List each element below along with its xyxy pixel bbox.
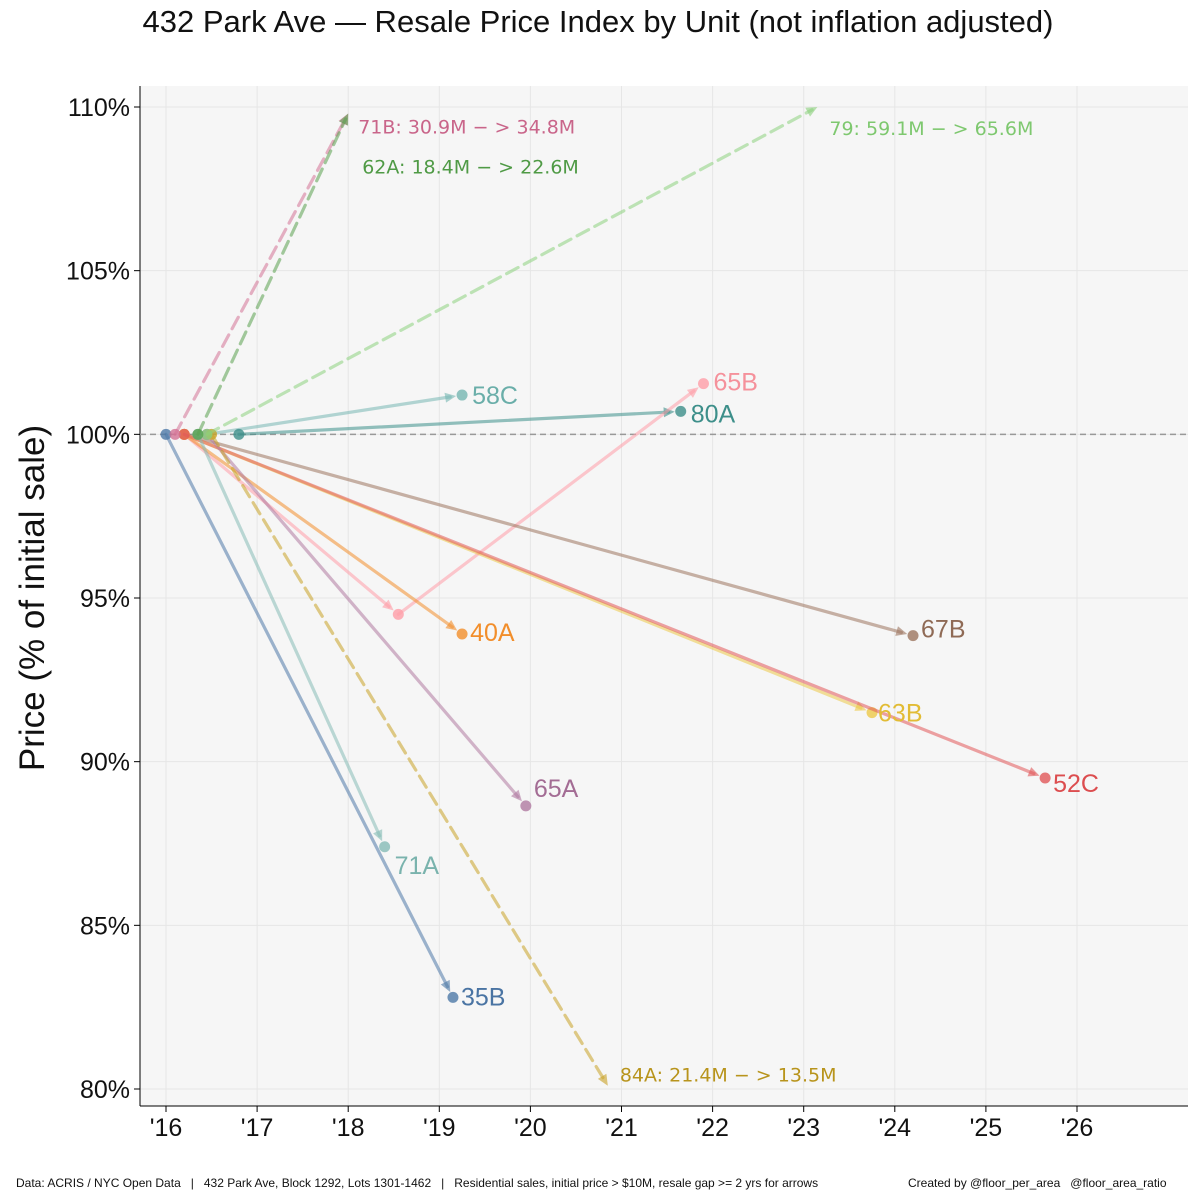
y-tick-label: 85%: [80, 912, 130, 940]
x-tick-label: '22: [696, 1114, 729, 1142]
series-segment: [205, 108, 814, 436]
end-point: [907, 630, 919, 642]
start-point: [178, 428, 190, 440]
unit-label-52C: 52C: [1053, 770, 1099, 798]
x-tick-label: '20: [514, 1114, 547, 1142]
x-tick-label: '16: [150, 1114, 183, 1142]
series-segment: [196, 117, 348, 436]
arrowhead: [510, 789, 522, 802]
y-tick-label: 90%: [80, 749, 130, 777]
series-segment: [205, 432, 520, 799]
series-segment: [237, 410, 671, 436]
x-tick-label: '26: [1061, 1114, 1094, 1142]
arrowhead: [686, 387, 699, 398]
arrowhead: [597, 1073, 608, 1086]
series-segment: [182, 432, 904, 635]
start-point: [169, 428, 181, 440]
trade-note-79: 79: 59.1M − > 65.6M: [829, 118, 1033, 140]
unit-label-80A: 80A: [691, 400, 736, 428]
x-tick-label: '19: [423, 1114, 456, 1142]
series-segment: [164, 432, 450, 989]
unit-label-35B: 35B: [461, 983, 505, 1011]
trade-note-62A: 62A: 18.4M − > 22.6M: [362, 157, 579, 179]
series-segment: [205, 395, 452, 436]
unit-label-40A: 40A: [470, 619, 515, 647]
trade-note-71B: 71B: 30.9M − > 34.8M: [358, 117, 575, 139]
mid-point: [392, 608, 404, 620]
y-tick-label: 80%: [80, 1076, 130, 1104]
start-point: [160, 428, 172, 440]
tick-layer: '16 '17 '18 '19 '20 '21 '22 '23 '24 '25 '26 80% 85% 9…: [66, 94, 1093, 1142]
arrowhead: [339, 113, 349, 126]
end-point: [1039, 772, 1051, 784]
end-point: [447, 991, 459, 1003]
unit-label-67B: 67B: [921, 616, 965, 644]
series-segment: [396, 389, 696, 616]
y-tick-label: 100%: [66, 421, 130, 449]
x-tick-label: '21: [605, 1114, 638, 1142]
start-point: [233, 428, 245, 440]
arrowhead: [895, 626, 908, 636]
trade-note-84A: 84A: 21.4M − > 13.5M: [620, 1065, 837, 1087]
plot-area: [140, 86, 1188, 1106]
series-segment: [182, 432, 391, 609]
y-axis-label: Price (% of initial sale): [13, 425, 52, 771]
y-tick-label: 95%: [80, 585, 130, 613]
arrowhead: [445, 620, 458, 631]
end-point: [675, 405, 687, 417]
start-point: [201, 428, 213, 440]
x-tick-label: '25: [970, 1114, 1003, 1142]
footer-credit: Created by @floor_per_area @floor_area_r…: [908, 1176, 1167, 1190]
arrowhead: [440, 979, 451, 993]
end-point: [520, 800, 532, 812]
x-tick-label: '18: [332, 1114, 365, 1142]
unit-label-65A: 65A: [534, 775, 579, 803]
y-tick-label: 110%: [68, 94, 130, 122]
series-35B: [160, 428, 459, 1003]
series-segment: [173, 117, 347, 436]
x-tick-label: '24: [879, 1114, 912, 1142]
x-tick-label: '17: [241, 1114, 274, 1142]
arrowhead: [444, 392, 457, 403]
grid-layer: [140, 86, 1188, 1106]
series-segment: [196, 432, 382, 838]
series-segment: [182, 432, 1036, 776]
series-layer: [160, 107, 1051, 1086]
x-tick-label: '23: [787, 1114, 820, 1142]
label-layer: 58C 80A 65B 67B 40A 63B 52C 65A 71A 35B 71B: 30.9M…: [358, 117, 1099, 1087]
series-79: [201, 107, 818, 440]
unit-label-63B: 63B: [878, 700, 922, 728]
arrowhead: [373, 829, 383, 842]
start-point: [192, 428, 204, 440]
unit-label-58C: 58C: [472, 382, 518, 410]
series-segment: [209, 432, 607, 1083]
chart-title: 432 Park Ave — Resale Price Index by Uni…: [142, 4, 1054, 39]
end-point: [456, 628, 468, 640]
series-62A: [192, 113, 349, 440]
arrowhead: [382, 599, 394, 611]
end-point: [456, 389, 468, 401]
arrowhead: [805, 107, 818, 117]
end-point: [697, 378, 709, 390]
series-segment: [182, 432, 454, 629]
arrowhead: [1027, 767, 1040, 777]
end-point: [379, 841, 391, 853]
unit-label-65B: 65B: [713, 369, 757, 397]
series-52C: [178, 428, 1051, 784]
footer-source: Data: ACRIS / NYC Open Data | 432 Park A…: [16, 1176, 819, 1190]
unit-label-71A: 71A: [395, 852, 440, 880]
y-tick-label: 105%: [66, 258, 130, 286]
